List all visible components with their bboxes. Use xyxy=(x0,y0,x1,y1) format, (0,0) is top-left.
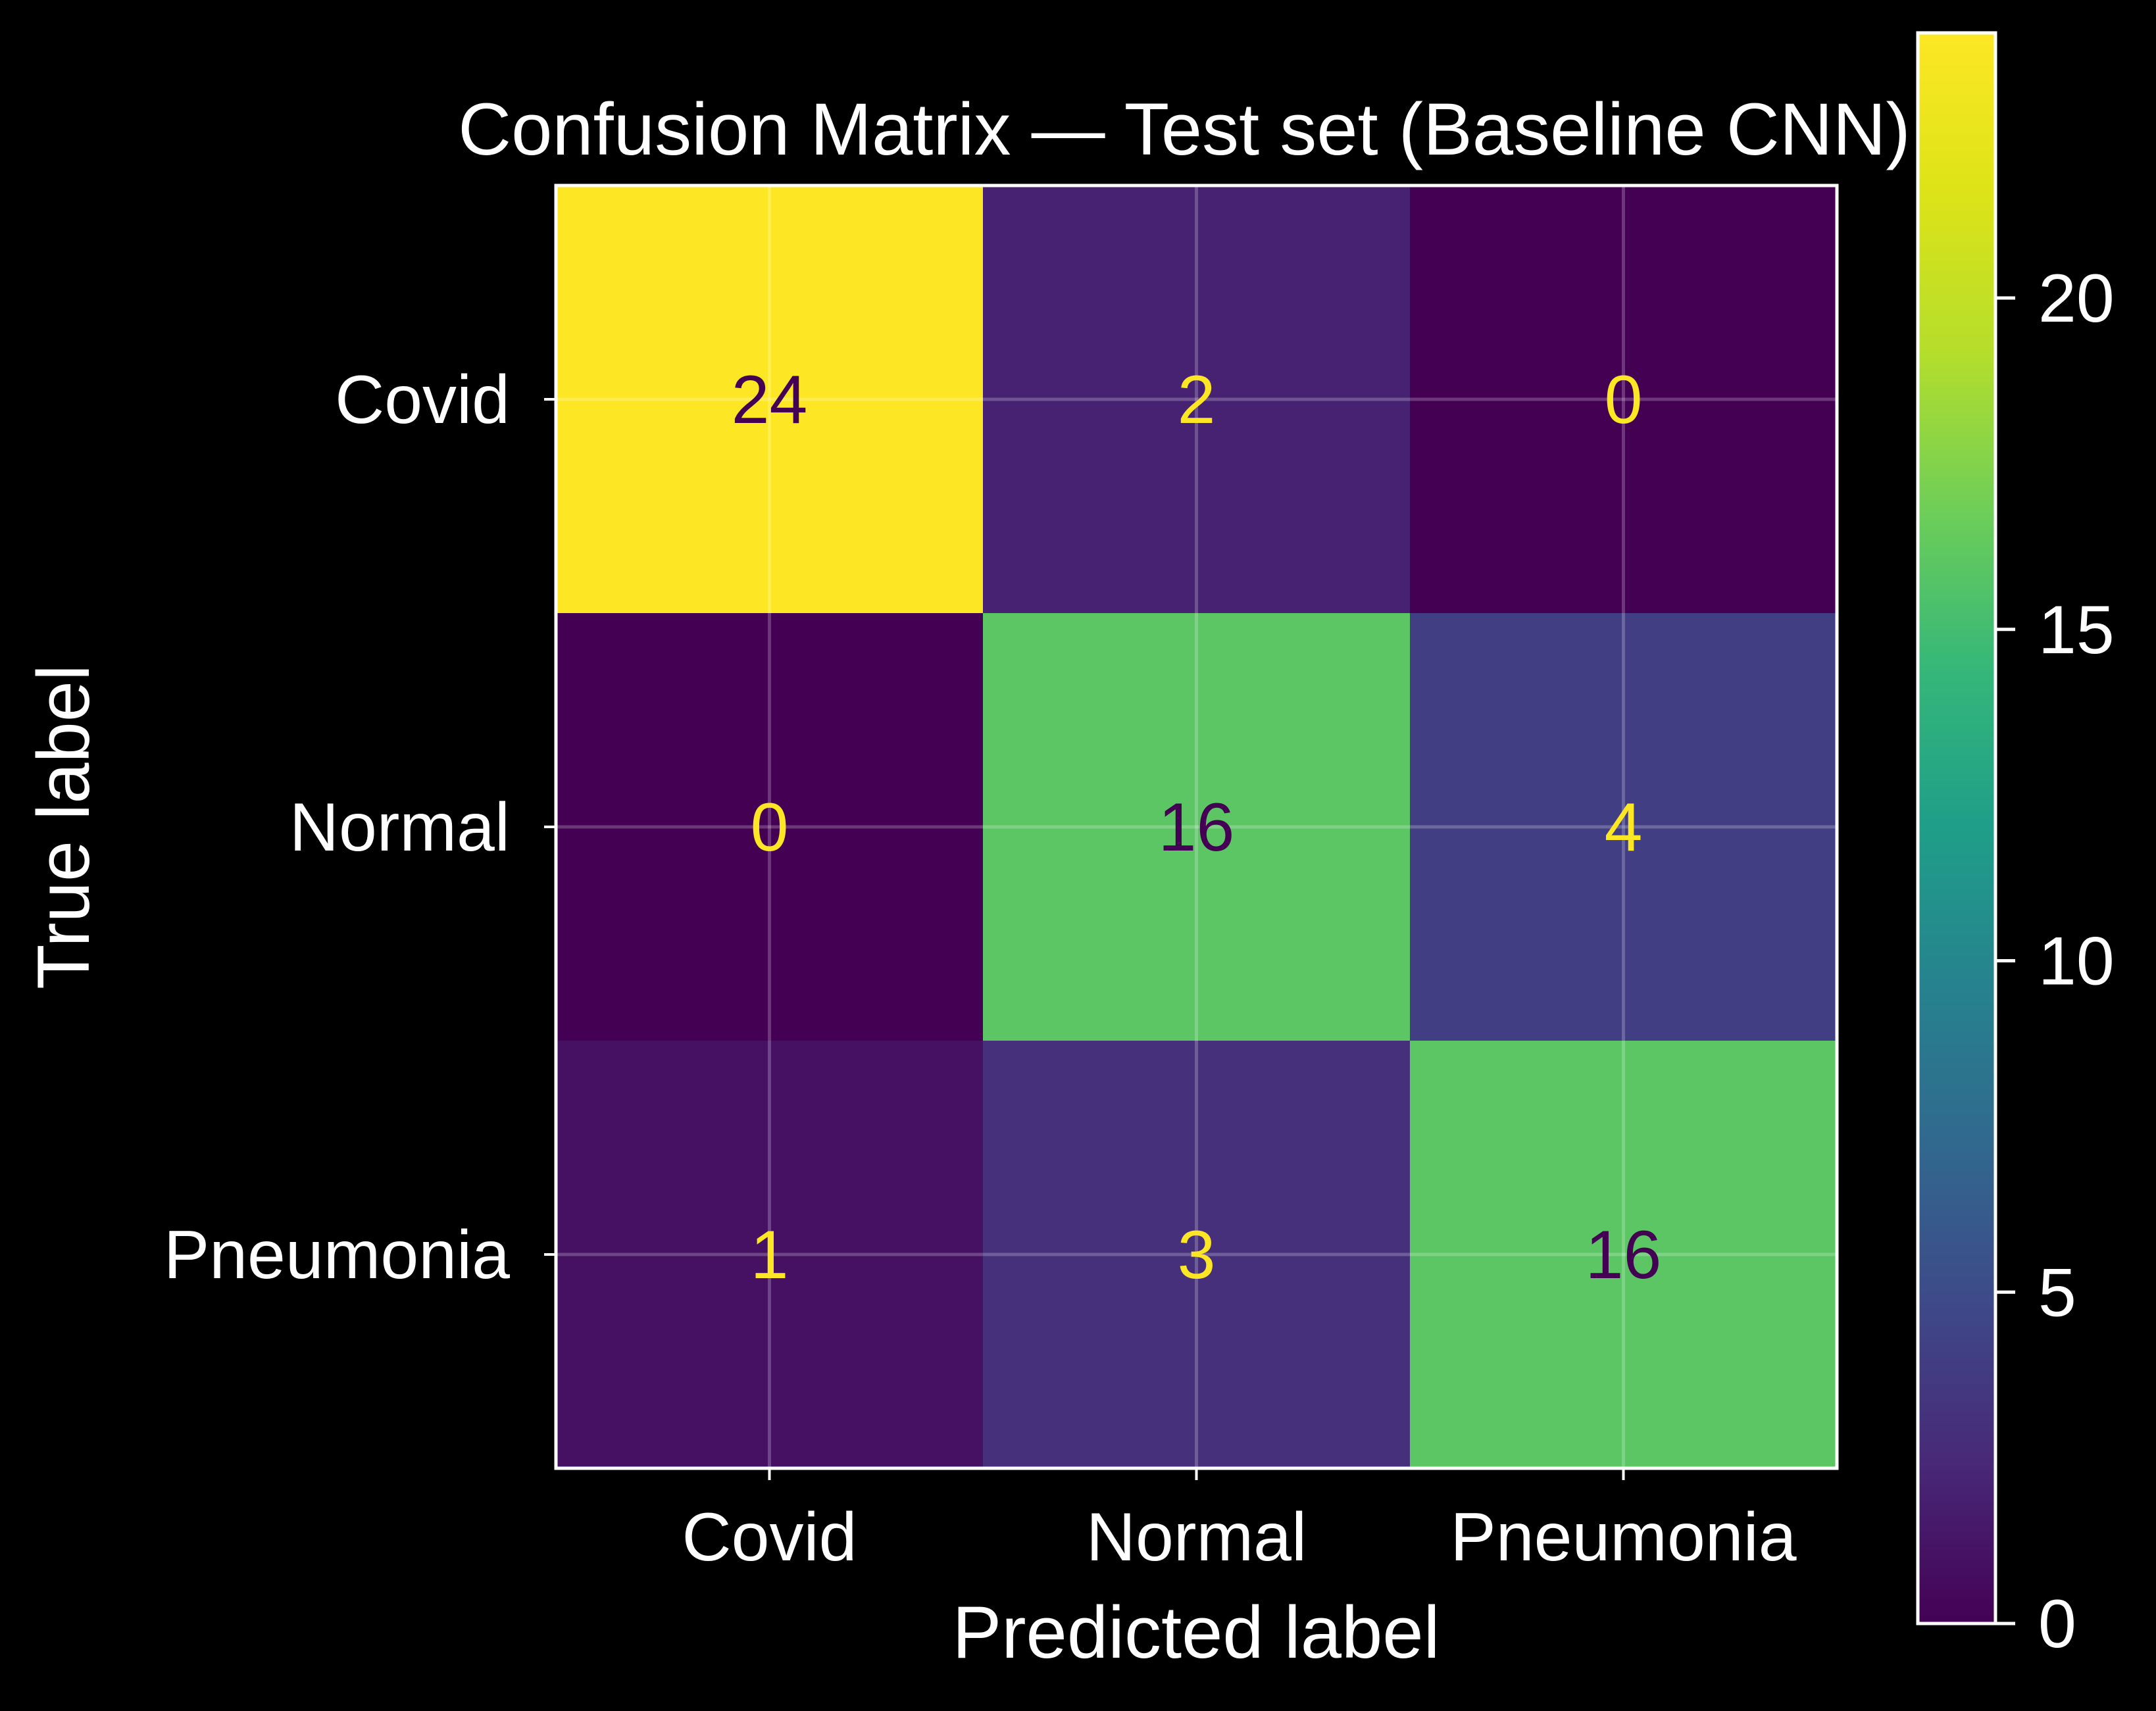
heatmap-cell xyxy=(1410,613,1838,1041)
cell-value-label: 4 xyxy=(1605,789,1643,866)
colorbar-tick-label: 15 xyxy=(2038,592,2115,668)
colorbar-tick-label: 0 xyxy=(2038,1586,2076,1662)
cell-value-labels: 24 2 0 0 16 4 1 3 16 xyxy=(732,362,1662,1293)
y-tick-label: Pneumonia xyxy=(164,1217,510,1293)
cell-value-label: 0 xyxy=(751,789,789,866)
cell-value-label: 2 xyxy=(1178,362,1216,438)
colorbar-tick-label: 20 xyxy=(2038,260,2115,337)
cell-value-label: 3 xyxy=(1178,1217,1216,1293)
x-axis-label: Predicted label xyxy=(953,1591,1440,1674)
colorbar xyxy=(1916,31,1997,1625)
heatmap-cell xyxy=(556,1041,984,1469)
cell-value-label: 0 xyxy=(1605,362,1643,438)
heatmap-cell xyxy=(1410,186,1838,614)
cell-value-label: 16 xyxy=(1586,1217,1662,1293)
heatmap-cell xyxy=(556,613,984,1041)
heatmap-cell xyxy=(983,1041,1411,1469)
colorbar-ticks: 0 5 10 15 20 xyxy=(1995,260,2115,1662)
y-tick-label: Normal xyxy=(289,789,510,866)
colorbar-tick-label: 5 xyxy=(2038,1254,2076,1331)
x-tick-label: Normal xyxy=(1086,1499,1307,1575)
chart-title: Confusion Matrix — Test set (Baseline CN… xyxy=(458,88,1911,170)
heatmap-cell xyxy=(1410,1041,1838,1469)
x-axis-ticks: Covid Normal Pneumonia xyxy=(682,1468,1797,1575)
heatmap-gridlines xyxy=(556,186,1837,1468)
x-tick-label: Covid xyxy=(682,1499,857,1575)
y-axis-ticks: Covid Normal Pneumonia xyxy=(164,362,556,1293)
cell-value-label: 16 xyxy=(1159,789,1235,866)
heatmap-cells xyxy=(556,186,1838,1469)
heatmap-cell xyxy=(983,186,1411,614)
heatmap-cell xyxy=(983,613,1411,1041)
heatmap-cell xyxy=(556,186,984,614)
y-axis-label: True label xyxy=(22,664,105,989)
cell-value-label: 24 xyxy=(732,362,808,438)
colorbar-tick-label: 10 xyxy=(2038,924,2115,1000)
x-tick-label: Pneumonia xyxy=(1450,1499,1796,1575)
y-tick-label: Covid xyxy=(335,362,510,438)
cell-value-label: 1 xyxy=(751,1217,789,1293)
